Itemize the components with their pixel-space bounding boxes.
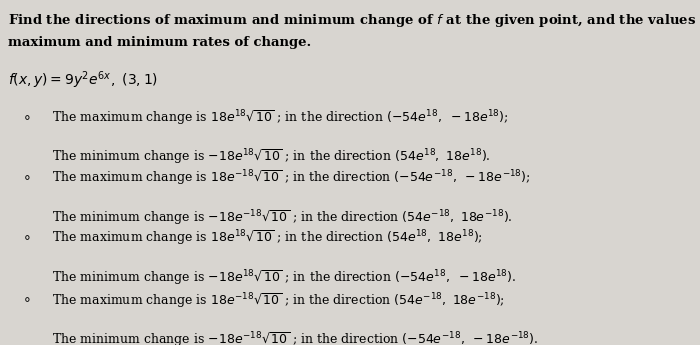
Text: $\circ$: $\circ$ bbox=[22, 292, 31, 306]
Text: maximum and minimum rates of change.: maximum and minimum rates of change. bbox=[8, 36, 312, 49]
Text: The minimum change is $-18e^{18}\sqrt{10}$ ; in the direction $(54e^{18},\ 18e^{: The minimum change is $-18e^{18}\sqrt{10… bbox=[52, 148, 491, 167]
Text: $\circ$: $\circ$ bbox=[22, 229, 31, 244]
Text: The maximum change is $18e^{-18}\sqrt{10}$ ; in the direction $(54e^{-18},\ 18e^: The maximum change is $18e^{-18}\sqrt{10… bbox=[52, 292, 505, 310]
Text: $\circ$: $\circ$ bbox=[22, 109, 31, 123]
Text: $f(x, y) = 9y^2e^{6x},\ (3, 1)$: $f(x, y) = 9y^2e^{6x},\ (3, 1)$ bbox=[8, 69, 158, 91]
Text: The minimum change is $-18e^{18}\sqrt{10}$ ; in the direction $(-54e^{18},\ -18e: The minimum change is $-18e^{18}\sqrt{10… bbox=[52, 269, 517, 288]
Text: The minimum change is $-18e^{-18}\sqrt{10}$ ; in the direction $(-54e^{-18},\ -1: The minimum change is $-18e^{-18}\sqrt{1… bbox=[52, 331, 539, 345]
Text: The maximum change is $18e^{-18}\sqrt{10}$ ; in the direction $(-54e^{-18},\ -18: The maximum change is $18e^{-18}\sqrt{10… bbox=[52, 169, 531, 188]
Text: $\circ$: $\circ$ bbox=[22, 169, 31, 183]
Text: The maximum change is $18e^{18}\sqrt{10}$ ; in the direction $(54e^{18},\ 18e^{1: The maximum change is $18e^{18}\sqrt{10}… bbox=[52, 229, 484, 248]
Text: The minimum change is $-18e^{-18}\sqrt{10}$ ; in the direction $(54e^{-18},\ 18e: The minimum change is $-18e^{-18}\sqrt{1… bbox=[52, 209, 513, 228]
Text: Find the directions of maximum and minimum change of $f$ at the given point, and: Find the directions of maximum and minim… bbox=[8, 12, 700, 29]
Text: The maximum change is $18e^{18}\sqrt{10}$ ; in the direction $(-54e^{18},\ -18e^: The maximum change is $18e^{18}\sqrt{10}… bbox=[52, 109, 509, 128]
